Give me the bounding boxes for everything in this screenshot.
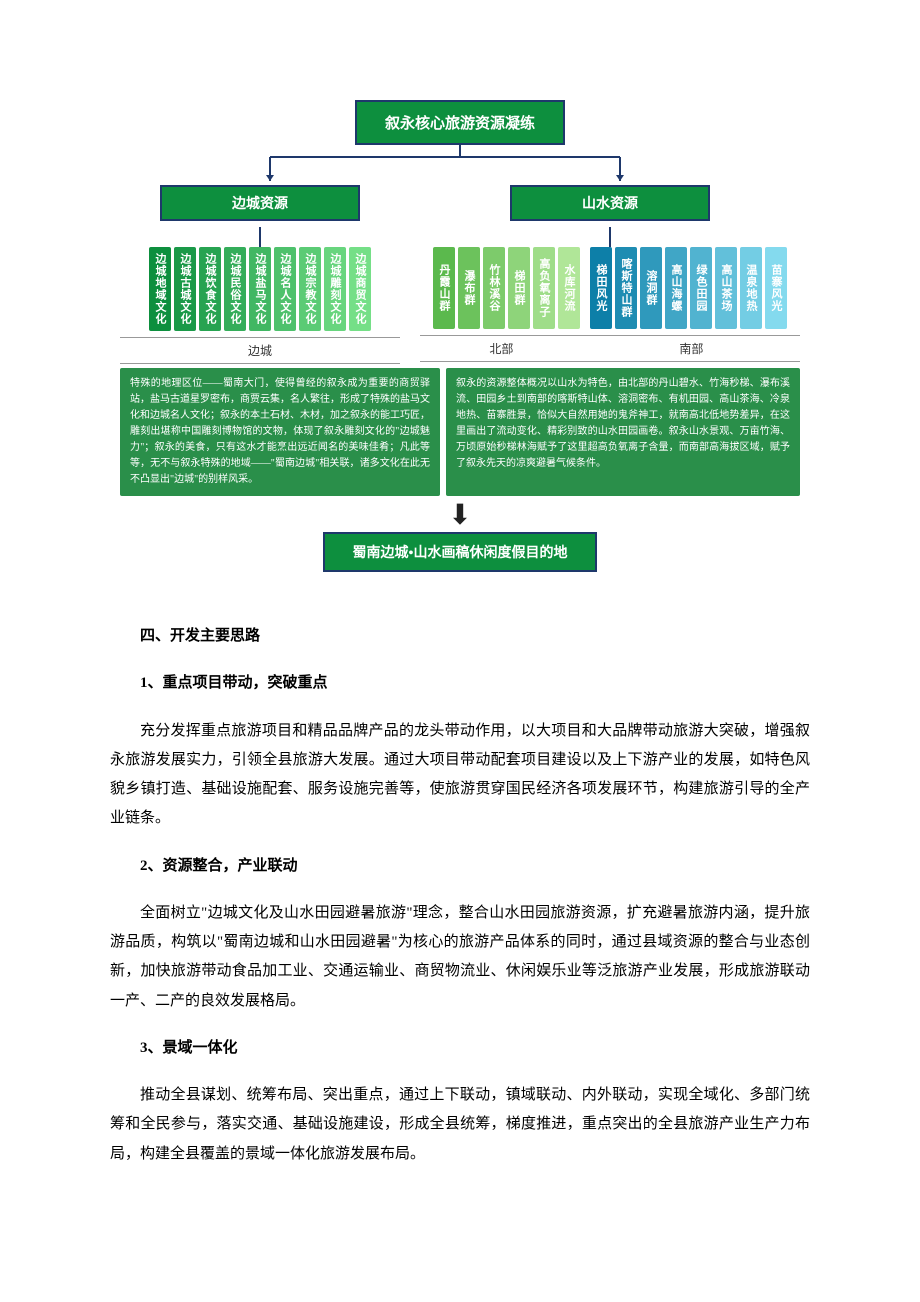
resource-item: 苗寨风光 bbox=[765, 247, 787, 329]
right-sub-labels: 北部 南部 bbox=[420, 335, 800, 362]
section-3-title: 3、景域一体化 bbox=[110, 1034, 810, 1063]
resource-item: 边城古城文化 bbox=[174, 247, 196, 331]
bottom-text: 蜀南边城•山水画稿休闲度假目的地 bbox=[353, 546, 568, 561]
document-body: 四、开发主要思路 1、重点项目带动，突破重点 充分发挥重点旅游项目和精品品牌产品… bbox=[110, 622, 810, 1169]
resource-item: 水库河流 bbox=[558, 247, 580, 329]
resource-item: 边城宗教文化 bbox=[299, 247, 321, 331]
resource-item: 边城盐马文化 bbox=[249, 247, 271, 331]
resource-item: 梯田群 bbox=[508, 247, 530, 329]
right-branch-title: 山水资源 bbox=[510, 185, 710, 221]
diagram-title: 叙永核心旅游资源凝练 bbox=[385, 116, 535, 132]
resource-item: 高负氧离子 bbox=[533, 247, 555, 329]
left-branch: 边城资源 边城地域文化边城古城文化边城饮食文化边城民俗文化边城盐马文化边城名人文… bbox=[120, 185, 400, 364]
resource-item: 溶洞群 bbox=[640, 247, 662, 329]
resource-item: 高山海螺 bbox=[665, 247, 687, 329]
resource-item: 竹林溪谷 bbox=[483, 247, 505, 329]
resource-item: 喀斯特山群 bbox=[615, 247, 637, 329]
south-sub-label: 南部 bbox=[583, 335, 800, 362]
resource-item: 瀑布群 bbox=[458, 247, 480, 329]
resource-item: 高山茶场 bbox=[715, 247, 737, 329]
south-items: 梯田风光喀斯特山群溶洞群高山海螺绿色田园高山茶场温泉地热苗寨风光 bbox=[590, 247, 787, 329]
section-1-body: 充分发挥重点旅游项目和精品品牌产品的龙头带动作用，以大项目和大品牌带动旅游大突破… bbox=[110, 717, 810, 834]
resource-item: 边城雕刻文化 bbox=[324, 247, 346, 331]
diagram-title-box: 叙永核心旅游资源凝练 bbox=[355, 100, 565, 145]
section-3-body: 推动全县谋划、统筹布局、突出重点，通过上下联动，镇域联动、内外联动，实现全域化、… bbox=[110, 1081, 810, 1169]
resource-item: 边城民俗文化 bbox=[224, 247, 246, 331]
right-mid-connector bbox=[420, 227, 800, 247]
left-desc-box: 特殊的地理区位——蜀南大门，使得曾经的叙永成为重要的商贸驿站，盐马古道星罗密布，… bbox=[120, 368, 440, 496]
section-2-body: 全面树立"边城文化及山水田园避暑旅游"理念，整合山水田园旅游资源，扩充避暑旅游内… bbox=[110, 899, 810, 1016]
left-mid-connector bbox=[120, 227, 400, 247]
resource-item: 边城地域文化 bbox=[149, 247, 171, 331]
resource-diagram: 叙永核心旅游资源凝练 边城资源 边城地域文化边城古城文化边城饮食文化边城民俗文化… bbox=[120, 100, 800, 572]
right-items-row: 丹霞山群瀑布群竹林溪谷梯田群高负氧离子水库河流 梯田风光喀斯特山群溶洞群高山海螺… bbox=[420, 247, 800, 329]
arrow-down-icon: ⬇ bbox=[120, 502, 800, 530]
resource-item: 边城名人文化 bbox=[274, 247, 296, 331]
section-2-title: 2、资源整合，产业联动 bbox=[110, 852, 810, 881]
desc-row: 特殊的地理区位——蜀南大门，使得曾经的叙永成为重要的商贸驿站，盐马古道星罗密布，… bbox=[120, 368, 800, 496]
resource-item: 边城商贸文化 bbox=[349, 247, 371, 331]
resource-item: 梯田风光 bbox=[590, 247, 612, 329]
right-branch: 山水资源 丹霞山群瀑布群竹林溪谷梯田群高负氧离子水库河流 梯田风光喀斯特山群溶洞… bbox=[420, 185, 800, 364]
branch-row: 边城资源 边城地域文化边城古城文化边城饮食文化边城民俗文化边城盐马文化边城名人文… bbox=[120, 185, 800, 364]
resource-item: 边城饮食文化 bbox=[199, 247, 221, 331]
connector-svg bbox=[120, 145, 800, 185]
resource-item: 温泉地热 bbox=[740, 247, 762, 329]
resource-item: 绿色田园 bbox=[690, 247, 712, 329]
north-items: 丹霞山群瀑布群竹林溪谷梯田群高负氧离子水库河流 bbox=[433, 247, 580, 329]
left-sub-label: 边城 bbox=[120, 337, 400, 364]
north-sub-label: 北部 bbox=[420, 335, 583, 362]
left-branch-title: 边城资源 bbox=[160, 185, 360, 221]
section-1-title: 1、重点项目带动，突破重点 bbox=[110, 669, 810, 698]
top-connectors bbox=[120, 145, 800, 185]
left-sub-labels: 边城 bbox=[120, 337, 400, 364]
left-items-row: 边城地域文化边城古城文化边城饮食文化边城民俗文化边城盐马文化边城名人文化边城宗教… bbox=[120, 247, 400, 331]
bottom-box: 蜀南边城•山水画稿休闲度假目的地 bbox=[323, 532, 598, 572]
resource-item: 丹霞山群 bbox=[433, 247, 455, 329]
right-desc-box: 叙永的资源整体概况以山水为特色，由北部的丹山碧水、竹海秒梯、瀑布溪流、田园乡土到… bbox=[446, 368, 800, 496]
heading-4: 四、开发主要思路 bbox=[110, 622, 810, 651]
